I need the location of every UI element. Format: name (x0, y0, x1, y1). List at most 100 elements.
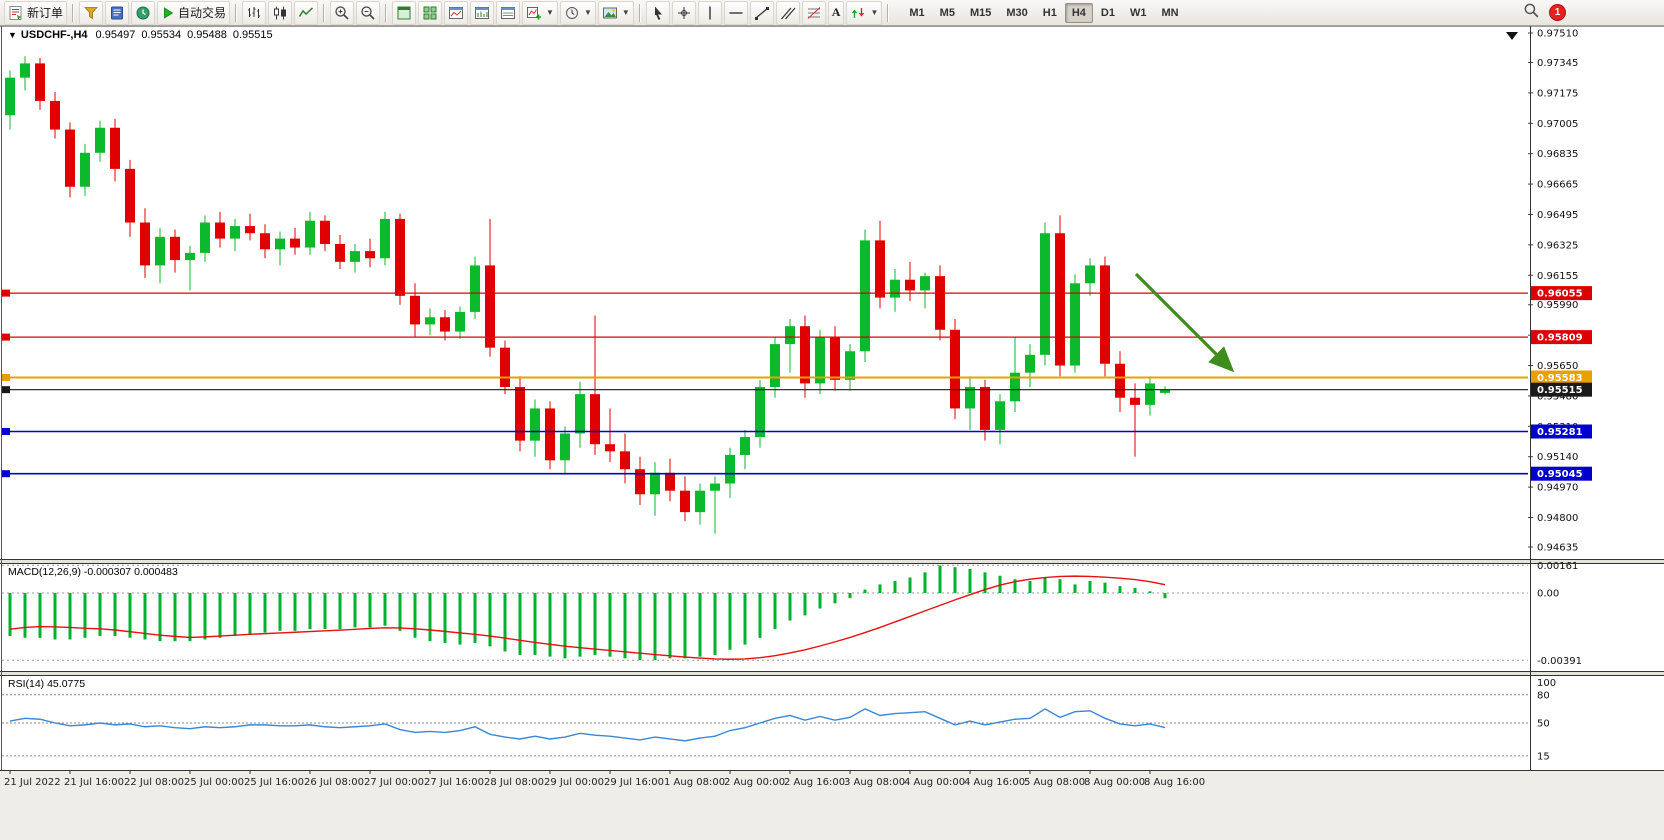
timeframe-button-m5[interactable]: M5 (939, 6, 955, 19)
svg-text:0.96835: 0.96835 (1537, 149, 1578, 160)
timeframe-button-h1[interactable]: H1 (1042, 6, 1057, 19)
toolbar-separator (72, 3, 75, 22)
svg-text:22 Jul 08:00: 22 Jul 08:00 (124, 777, 184, 788)
timeframe-button-d1[interactable]: D1 (1100, 6, 1115, 19)
text-tool-button[interactable]: A (827, 0, 845, 25)
tile-windows-button[interactable] (418, 0, 443, 25)
chevron-down-icon: ▼ (546, 8, 554, 17)
notification-badge[interactable]: 1 (1550, 5, 1565, 20)
price-tag-0.95281 (1531, 424, 1592, 439)
trendline-tool-button[interactable] (749, 0, 774, 25)
timeframe-button-m15[interactable]: M15 (969, 6, 992, 19)
timeframe-button-mn[interactable]: MN (1161, 6, 1179, 19)
svg-text:3 Aug 08:00: 3 Aug 08:00 (844, 777, 905, 788)
svg-text:25 Jul 16:00: 25 Jul 16:00 (244, 777, 304, 788)
chart-window-a-button[interactable] (444, 0, 469, 25)
fibonacci-icon (806, 5, 822, 21)
chart-background[interactable] (0, 26, 1664, 770)
svg-text:5 Aug 08:00: 5 Aug 08:00 (1024, 777, 1085, 788)
trend-arrow-annotation[interactable] (1134, 272, 1235, 373)
vertical-line-tool-button[interactable] (697, 0, 722, 25)
svg-text:29 Jul 00:00: 29 Jul 00:00 (544, 777, 604, 788)
panel-splitter[interactable] (0, 560, 1664, 564)
fibonacci-tool-button[interactable] (801, 0, 826, 25)
cursor-tool-button[interactable] (645, 0, 670, 25)
svg-text:100: 100 (1537, 678, 1556, 689)
search-button[interactable] (1523, 2, 1540, 24)
rsi-line (9, 708, 1166, 742)
svg-text:0.95045: 0.95045 (1537, 469, 1583, 480)
scroll-to-latest-marker[interactable] (1506, 32, 1518, 40)
channel-tool-button[interactable] (775, 0, 800, 25)
svg-text:29 Jul 16:00: 29 Jul 16:00 (604, 777, 664, 788)
svg-text:0.94970: 0.94970 (1537, 483, 1578, 494)
vertical-line-icon (702, 5, 718, 21)
new-chart-window-button[interactable] (392, 0, 417, 25)
line-chart-button[interactable] (294, 0, 319, 25)
candlestick-series (5, 56, 1170, 534)
svg-text:28 Jul 08:00: 28 Jul 08:00 (484, 777, 544, 788)
toolbar-separator (323, 3, 326, 22)
svg-text:-0.00391: -0.00391 (1537, 656, 1582, 667)
svg-text:0.97510: 0.97510 (1537, 29, 1578, 40)
horizontal-line-tool-button[interactable] (723, 0, 748, 25)
svg-text:80: 80 (1537, 690, 1550, 701)
toolbar-separator (385, 3, 388, 22)
svg-text:8 Aug 16:00: 8 Aug 16:00 (1144, 777, 1205, 788)
indicators-dropdown-button[interactable]: ▼ (522, 0, 558, 25)
hline-left-marker (2, 289, 10, 297)
timeframe-button-w1[interactable]: W1 (1129, 6, 1147, 19)
channel-icon (780, 5, 796, 21)
market-watch-button[interactable] (79, 0, 104, 25)
svg-text:0.96665: 0.96665 (1537, 180, 1578, 191)
toolbar-separator (235, 3, 238, 22)
zoom-out-button[interactable] (356, 0, 381, 25)
chart-region: 0.97510 0.97345 0.97175 0.97005 0.96835 0.966… (0, 26, 1664, 840)
time-axis[interactable]: 21 Jul 2022 21 Jul 16:00 22 Jul 08:00 25 Ju… (4, 770, 1205, 788)
templates-dropdown-button[interactable]: ▼ (597, 0, 634, 25)
zoom-in-button[interactable] (330, 0, 355, 25)
price-tag-0.95045 (1531, 466, 1592, 481)
hline-left-marker (2, 374, 10, 382)
auto-trading-label: 自动交易 (178, 6, 227, 20)
toolbar-right-group: 1 (1523, 2, 1565, 24)
svg-text:2 Aug 16:00: 2 Aug 16:00 (784, 777, 845, 788)
template-image-icon (602, 5, 618, 21)
document-icon (109, 5, 125, 21)
candlestick-chart-button[interactable] (268, 0, 293, 25)
window-icon (396, 5, 412, 21)
auto-trading-button[interactable]: 自动交易 (157, 0, 231, 25)
timeframe-button-h4[interactable]: H4 (1064, 2, 1093, 23)
bar-chart-button[interactable] (242, 0, 267, 25)
price-tag-0.96055 (1531, 286, 1592, 301)
play-icon (161, 6, 175, 20)
periods-dropdown-button[interactable]: ▼ (559, 0, 596, 25)
time-axis-strip[interactable] (0, 770, 1664, 840)
svg-text:50: 50 (1537, 719, 1550, 730)
svg-text:27 Jul 00:00: 27 Jul 00:00 (364, 777, 424, 788)
hline-left-marker (2, 386, 10, 394)
svg-text:0.96055: 0.96055 (1537, 289, 1583, 300)
svg-text:8 Aug 00:00: 8 Aug 00:00 (1084, 777, 1145, 788)
svg-text:0.97175: 0.97175 (1537, 88, 1578, 99)
chart-window-c-button[interactable] (496, 0, 521, 25)
timeframe-button-m30[interactable]: M30 (1006, 6, 1028, 19)
crosshair-tool-button[interactable] (671, 0, 696, 25)
chart-canvas[interactable]: 0.97510 0.97345 0.97175 0.97005 0.96835 0.966… (0, 26, 1664, 840)
navigator-button[interactable] (131, 0, 156, 25)
toolbar-separator (638, 3, 641, 22)
svg-text:0.97345: 0.97345 (1537, 58, 1578, 69)
chart-window-b-button[interactable] (470, 0, 495, 25)
svg-text:25 Jul 00:00: 25 Jul 00:00 (184, 777, 244, 788)
zoom-out-icon (360, 5, 376, 21)
panel-splitter[interactable] (0, 672, 1664, 676)
data-window-button[interactable] (105, 0, 130, 25)
arrows-dropdown-button[interactable]: ▼ (846, 0, 883, 25)
svg-text:0.96325: 0.96325 (1537, 240, 1578, 251)
new-order-button[interactable]: 新订单 (4, 0, 68, 25)
svg-text:0.94800: 0.94800 (1537, 513, 1578, 524)
macd-histogram (8, 565, 1167, 661)
svg-text:4 Aug 00:00: 4 Aug 00:00 (904, 777, 965, 788)
timeframe-button-m1[interactable]: M1 (909, 6, 925, 19)
tile-grid-icon (422, 5, 438, 21)
